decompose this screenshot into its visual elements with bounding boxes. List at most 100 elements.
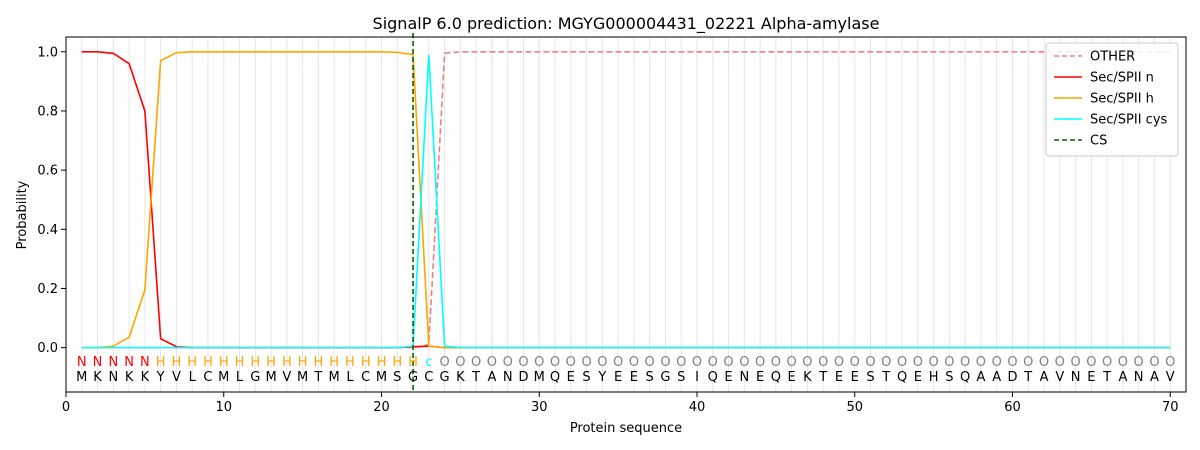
region-label: H <box>235 355 245 370</box>
residue-letter: M <box>265 370 276 385</box>
series-layer <box>81 50 1171 349</box>
region-label: O <box>676 355 686 370</box>
residue-letter: M <box>376 370 387 385</box>
region-label: O <box>723 355 733 370</box>
region-label: O <box>645 355 655 370</box>
region-label: O <box>629 355 639 370</box>
region-label: c <box>425 355 432 370</box>
y-tick-label: 0.6 <box>37 164 58 179</box>
grid-layer <box>81 37 1171 392</box>
residue-letter: Q <box>550 370 560 385</box>
x-tick-label: 20 <box>373 400 390 415</box>
legend-entry: Sec/SPII n <box>1090 71 1154 86</box>
region-label: O <box>960 355 970 370</box>
region-label: N <box>108 355 118 370</box>
region-label: H <box>408 355 418 370</box>
region-label: O <box>1055 355 1065 370</box>
residue-letter: T <box>1023 370 1032 385</box>
residue-letter: N <box>1071 370 1081 385</box>
residue-letter: Q <box>708 370 718 385</box>
region-label: O <box>692 355 702 370</box>
residue-letter: Q <box>771 370 781 385</box>
residue-letter: T <box>1102 370 1111 385</box>
residue-letter: A <box>976 370 985 385</box>
region-label: H <box>266 355 276 370</box>
region-label: O <box>1070 355 1080 370</box>
region-label: H <box>392 355 402 370</box>
residue-letter: K <box>456 370 465 385</box>
region-label: O <box>439 355 449 370</box>
region-label: O <box>455 355 465 370</box>
residue-letter: Y <box>597 370 606 385</box>
series-line-sec-spii-h <box>81 50 1171 349</box>
region-label: N <box>77 355 87 370</box>
plot-frame <box>65 36 1187 393</box>
y-tick-label: 0.4 <box>37 223 58 238</box>
region-label: O <box>787 355 797 370</box>
residue-letter: Q <box>897 370 907 385</box>
residue-letter: E <box>614 370 622 385</box>
x-tick-label: 0 <box>62 400 70 415</box>
region-label: H <box>250 355 260 370</box>
region-label: H <box>219 355 229 370</box>
residue-letter: E <box>851 370 859 385</box>
series-line-sec-spii-cys <box>81 54 1171 349</box>
region-label: O <box>518 355 528 370</box>
residue-letter: E <box>1087 370 1095 385</box>
residue-letter: C <box>203 370 212 385</box>
region-label: O <box>566 355 576 370</box>
residue-letter: C <box>361 370 370 385</box>
y-tick-label: 1.0 <box>37 45 58 60</box>
legend-entry: Sec/SPII h <box>1090 92 1154 107</box>
residue-letter: A <box>487 370 496 385</box>
x-axis-label: Protein sequence <box>570 421 682 436</box>
residue-letter: A <box>1118 370 1127 385</box>
region-label: O <box>471 355 481 370</box>
region-label: O <box>708 355 718 370</box>
residue-letter: A <box>1040 370 1049 385</box>
region-label: H <box>361 355 371 370</box>
residue-letter: E <box>567 370 575 385</box>
region-label: O <box>913 355 923 370</box>
sequence-layer: NMNKNNNKNKHYHVHLHCHMHLHGHMHVHMHTHMHLHCHM… <box>76 355 1175 385</box>
region-label: O <box>660 355 670 370</box>
region-label: H <box>377 355 387 370</box>
region-label: O <box>850 355 860 370</box>
residue-letter: S <box>866 370 874 385</box>
region-label: O <box>928 355 938 370</box>
residue-letter: S <box>677 370 685 385</box>
residue-letter: Q <box>960 370 970 385</box>
x-tick-label: 60 <box>1004 400 1021 415</box>
series-line-sec-spii-n <box>81 50 1171 349</box>
region-label: H <box>156 355 166 370</box>
residue-letter: M <box>76 370 87 385</box>
residue-letter: E <box>630 370 638 385</box>
region-label: H <box>282 355 292 370</box>
residue-letter: T <box>471 370 480 385</box>
legend-box <box>1045 42 1179 157</box>
region-label: H <box>314 355 324 370</box>
x-tick-label: 70 <box>1162 400 1179 415</box>
y-tick-label: 0.8 <box>37 104 58 119</box>
region-label: H <box>329 355 339 370</box>
region-label: O <box>613 355 623 370</box>
residue-letter: T <box>313 370 322 385</box>
residue-letter: I <box>695 370 699 385</box>
region-label: O <box>992 355 1002 370</box>
residue-letter: E <box>914 370 922 385</box>
region-label: O <box>739 355 749 370</box>
region-label: O <box>1007 355 1017 370</box>
x-tick-label: 30 <box>531 400 548 415</box>
x-axis-ticks: 0 10 20 30 40 50 60 70 <box>62 392 1179 415</box>
region-label: N <box>93 355 103 370</box>
residue-letter: L <box>236 370 244 385</box>
residue-letter: D <box>1007 370 1017 385</box>
residue-letter: K <box>125 370 134 385</box>
residue-letter: A <box>1150 370 1159 385</box>
series-line-other <box>81 50 1171 349</box>
region-label: H <box>172 355 182 370</box>
legend: OTHER Sec/SPII n Sec/SPII h Sec/SPII cys CS <box>1045 42 1179 157</box>
region-label: O <box>881 355 891 370</box>
residue-letter: G <box>440 370 450 385</box>
